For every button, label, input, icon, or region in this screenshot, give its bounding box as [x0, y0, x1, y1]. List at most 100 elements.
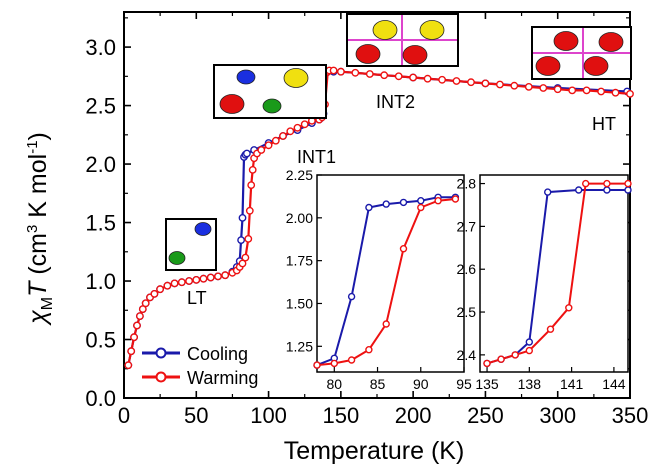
inset-y-tick-label: 2.00: [286, 210, 313, 226]
x-tick-label: 350: [612, 403, 649, 428]
data-point: [525, 346, 533, 355]
data-point: [524, 83, 533, 91]
data-point: [467, 78, 475, 87]
data-point: [365, 203, 373, 212]
inset-frame: [316, 174, 465, 373]
data-point: [245, 206, 254, 215]
data-point: [423, 74, 432, 83]
data-point: [336, 67, 345, 76]
x-tick-label: 50: [184, 403, 208, 428]
data-point: [141, 299, 150, 308]
inset-y-tick-label: 1.25: [286, 338, 313, 354]
main-axes: 0 50 100 150 200 250 300 350 0.0 0.5 1.0 1.5 2.0 2.5 3…: [85, 11, 649, 428]
data-point: [313, 361, 321, 369]
annotation-ht: HT: [592, 114, 616, 134]
red-ball-icon: [219, 94, 245, 114]
data-point: [300, 120, 309, 129]
yellow-ball-icon: [283, 68, 309, 88]
data-point: [365, 70, 374, 78]
data-point: [451, 195, 460, 203]
data-point: [365, 346, 373, 354]
legend-cooling-marker: [155, 347, 167, 359]
red-ball-icon: [553, 31, 579, 51]
x-tick-label: 300: [539, 403, 576, 428]
svg-text:χMT (cm3 K mol-1): χMT (cm3 K mol-1): [24, 132, 56, 326]
y-tick-label: 1.0: [85, 269, 116, 294]
x-axis-title: Temperature (K): [284, 437, 465, 465]
data-point: [257, 146, 266, 154]
data-point: [247, 181, 256, 190]
data-point: [214, 272, 222, 281]
inset-x-tick-label: 144: [602, 376, 626, 392]
ylabel-sup3: 3: [24, 225, 41, 233]
data-point: [330, 359, 338, 368]
data-point: [597, 87, 605, 96]
data-point: [347, 356, 356, 364]
inset-x-tick-label: 135: [475, 376, 499, 392]
green-ball-icon: [262, 98, 282, 114]
data-point: [511, 351, 519, 359]
data-point: [238, 259, 247, 268]
data-point: [603, 179, 611, 188]
data-point: [510, 81, 519, 90]
inset-x-tick-label: 95: [456, 376, 472, 392]
data-point: [237, 236, 246, 245]
data-point: [624, 186, 632, 194]
data-point: [417, 203, 425, 212]
data-point: [603, 186, 611, 194]
data-point: [271, 136, 280, 145]
inset-y-tick-label: 2.8: [457, 176, 477, 192]
y-axis-title: χMT (cm3 K mol-1): [24, 132, 56, 326]
schematic-ht: [531, 26, 632, 80]
green-ball-icon: [168, 251, 186, 265]
data-point: [127, 347, 136, 356]
data-point: [417, 196, 425, 205]
data-point: [244, 234, 253, 243]
data-point: [546, 325, 555, 333]
data-point: [238, 213, 247, 222]
data-point: [483, 359, 491, 368]
yellow-ball-icon: [419, 20, 445, 40]
x-tick-label: 250: [467, 403, 504, 428]
data-point: [409, 73, 417, 82]
data-point: [399, 198, 408, 207]
data-point: [177, 278, 186, 287]
inset-y-tick-label: 2.4: [457, 347, 477, 363]
data-point: [135, 312, 144, 320]
data-point: [221, 271, 230, 280]
yellow-ball-icon: [372, 20, 398, 40]
main-series: [124, 66, 634, 370]
blue-ball-icon: [194, 222, 212, 236]
inset-x-tick-label: 85: [370, 376, 386, 392]
data-point: [568, 86, 577, 95]
data-point: [133, 321, 141, 330]
ylabel-sub: M: [39, 297, 56, 310]
data-point: [124, 361, 133, 370]
data-point: [170, 279, 179, 288]
inset-y-tick-label: 2.25: [286, 167, 313, 183]
red-ball-icon: [583, 56, 609, 76]
data-point: [438, 75, 446, 84]
data-point: [544, 188, 552, 196]
y-tick-label: 3.0: [85, 35, 116, 60]
y-tick-label: 1.5: [85, 211, 116, 236]
inset-1: 80 85 90 95 1.25 1.50 1.75 2.00 2.25: [286, 167, 472, 392]
ylabel-unit-open: (cm: [24, 233, 52, 282]
data-point: [242, 149, 251, 158]
ylabel-unit-close: ): [24, 132, 52, 140]
data-point: [351, 68, 360, 77]
data-point: [624, 179, 632, 188]
data-point: [248, 165, 257, 174]
schematic-int2: [346, 13, 459, 67]
data-point: [185, 277, 194, 285]
inset-frame: [479, 174, 629, 373]
data-point: [575, 186, 583, 194]
schematic-lt: [165, 218, 217, 271]
red-ball-icon: [598, 32, 624, 52]
annotation-int2: INT2: [376, 92, 415, 112]
data-point: [347, 292, 356, 301]
data-point: [264, 141, 273, 150]
red-ball-icon: [402, 45, 428, 65]
data-point: [382, 320, 390, 328]
legend: Cooling Warming: [142, 344, 258, 388]
